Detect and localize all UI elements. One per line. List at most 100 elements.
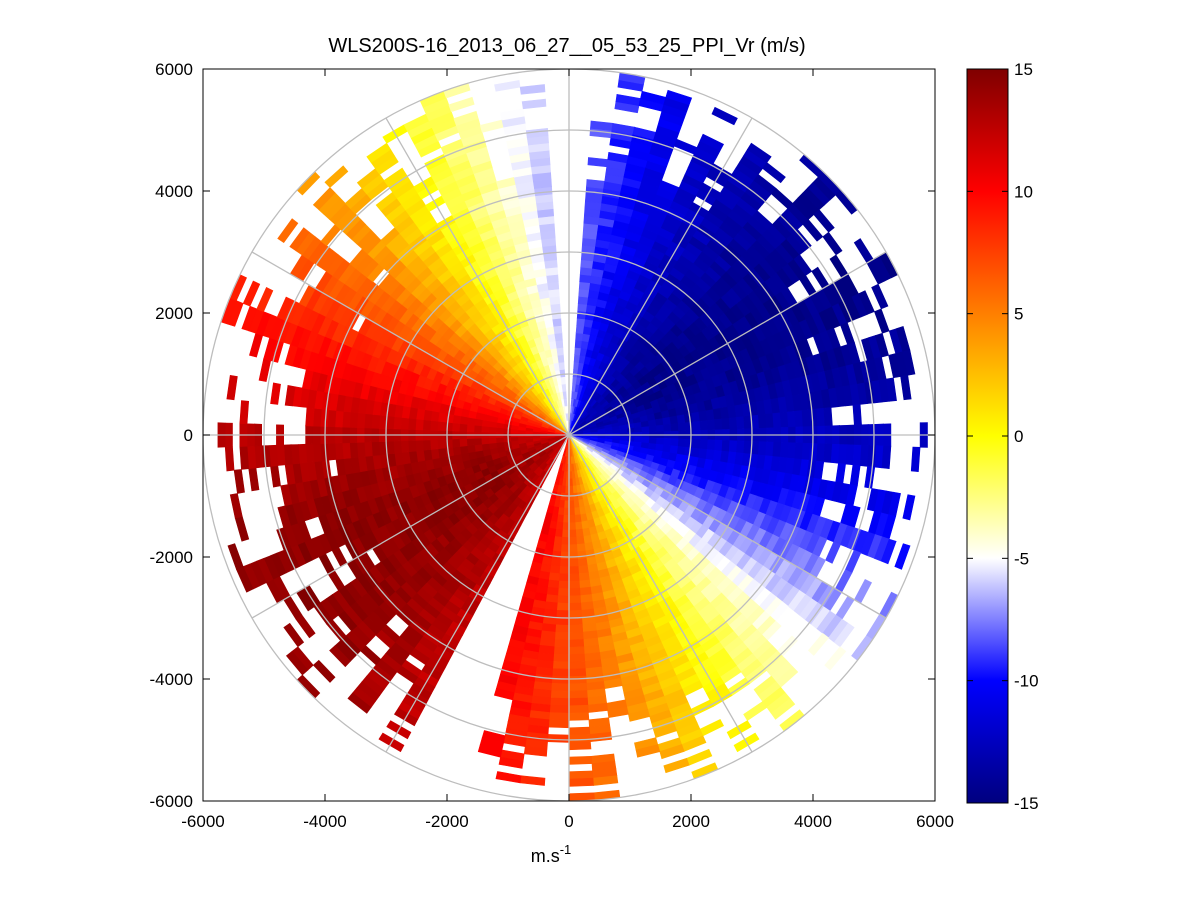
colorbar-tick-label: 5	[1014, 305, 1023, 324]
velocity-cell	[728, 417, 738, 430]
velocity-cell	[568, 726, 591, 736]
velocity-cell	[498, 756, 524, 769]
velocity-cell	[548, 340, 558, 350]
velocity-cell	[227, 543, 244, 570]
velocity-cell	[453, 110, 479, 126]
velocity-cell	[728, 440, 738, 453]
velocity-cell	[685, 438, 694, 449]
velocity-cell	[825, 541, 841, 564]
velocity-cell	[640, 420, 650, 428]
velocity-cell	[448, 96, 475, 113]
velocity-cell	[458, 438, 468, 447]
velocity-cell	[852, 404, 862, 426]
velocity-cell	[665, 89, 693, 106]
velocity-cell	[587, 702, 609, 713]
velocity-cell	[488, 437, 497, 444]
x-tick-label: 0	[564, 812, 573, 831]
azimuth-spoke	[568, 251, 887, 436]
velocity-cell	[324, 165, 349, 188]
velocity-cell	[552, 661, 570, 670]
velocity-cell	[546, 274, 559, 284]
velocity-cell	[371, 413, 381, 429]
velocity-cell	[562, 522, 570, 531]
velocity-cell	[517, 436, 526, 441]
velocity-cell	[502, 436, 512, 443]
colorbar: 15 10 5 0 -5 -10 -15	[966, 60, 1039, 813]
velocity-cell	[568, 617, 583, 626]
velocity-cell	[568, 668, 587, 677]
velocity-cell	[568, 741, 592, 751]
velocity-cell	[634, 426, 643, 434]
velocity-cell	[329, 645, 351, 668]
velocity-cell	[568, 500, 575, 509]
azimuth-spoke	[568, 117, 753, 436]
velocity-cell	[283, 622, 305, 648]
velocity-cell	[894, 543, 911, 570]
velocity-cell	[881, 445, 892, 470]
velocity-cell	[557, 587, 570, 597]
velocity-cell	[762, 162, 786, 184]
velocity-cell	[556, 602, 570, 612]
velocity-cell	[900, 374, 912, 401]
velocity-cell	[587, 157, 609, 168]
velocity-cell	[670, 438, 680, 447]
velocity-cell	[276, 296, 294, 321]
velocity-cell	[229, 493, 243, 519]
x-axis-label-base: m.s	[531, 846, 560, 866]
velocity-cell	[577, 557, 588, 567]
colorbar-gradient	[967, 69, 1008, 803]
velocity-cell	[451, 438, 461, 448]
velocity-cell	[574, 514, 582, 523]
velocity-cell	[711, 106, 738, 126]
velocity-cell	[605, 430, 614, 435]
velocity-cell	[568, 529, 577, 538]
velocity-cell	[510, 436, 519, 442]
velocity-cell	[349, 411, 359, 428]
velocity-cell	[813, 209, 835, 233]
velocity-cell	[480, 437, 490, 445]
velocity-cell	[663, 437, 672, 447]
velocity-cell	[579, 274, 592, 284]
velocity-cell	[552, 543, 562, 553]
colorbar-tick-label: 0	[1014, 427, 1023, 446]
velocity-cell	[568, 514, 576, 524]
velocity-cell	[521, 98, 547, 110]
velocity-cell	[552, 317, 562, 327]
velocity-cell	[568, 507, 575, 516]
velocity-cell	[224, 446, 235, 472]
velocity-cell	[772, 412, 782, 429]
velocity-cell	[557, 580, 570, 590]
velocity-cell	[400, 417, 410, 430]
velocity-cell	[568, 697, 589, 707]
velocity-cell	[341, 442, 351, 460]
velocity-cell	[549, 565, 561, 575]
velocity-cell	[474, 443, 483, 452]
velocity-cell	[553, 325, 563, 334]
velocity-cell	[558, 361, 565, 371]
velocity-cell	[692, 438, 702, 450]
velocity-cell	[568, 595, 582, 604]
velocity-cell	[677, 422, 687, 432]
colorbar-tick-label: 15	[1014, 60, 1033, 79]
velocity-cell	[558, 573, 570, 582]
velocity-cell	[699, 439, 709, 450]
velocity-cell	[429, 439, 439, 450]
velocity-cell	[334, 442, 344, 460]
y-tick-label: -4000	[150, 670, 193, 689]
velocity-cell	[577, 565, 589, 575]
velocity-cell	[466, 423, 475, 433]
velocity-cell	[560, 544, 570, 553]
velocity-cell	[655, 418, 664, 427]
velocity-cell	[277, 505, 291, 529]
velocity-cell	[659, 744, 685, 760]
velocity-cell	[656, 424, 665, 433]
colorbar-tick-label: 10	[1014, 182, 1033, 201]
velocity-cell	[519, 84, 546, 95]
velocity-cell	[568, 602, 582, 612]
velocity-cell	[546, 586, 559, 596]
velocity-cell	[550, 557, 561, 567]
velocity-cell	[568, 566, 580, 575]
velocity-cell	[871, 283, 889, 310]
velocity-cell	[568, 580, 581, 590]
velocity-cell	[568, 690, 588, 699]
